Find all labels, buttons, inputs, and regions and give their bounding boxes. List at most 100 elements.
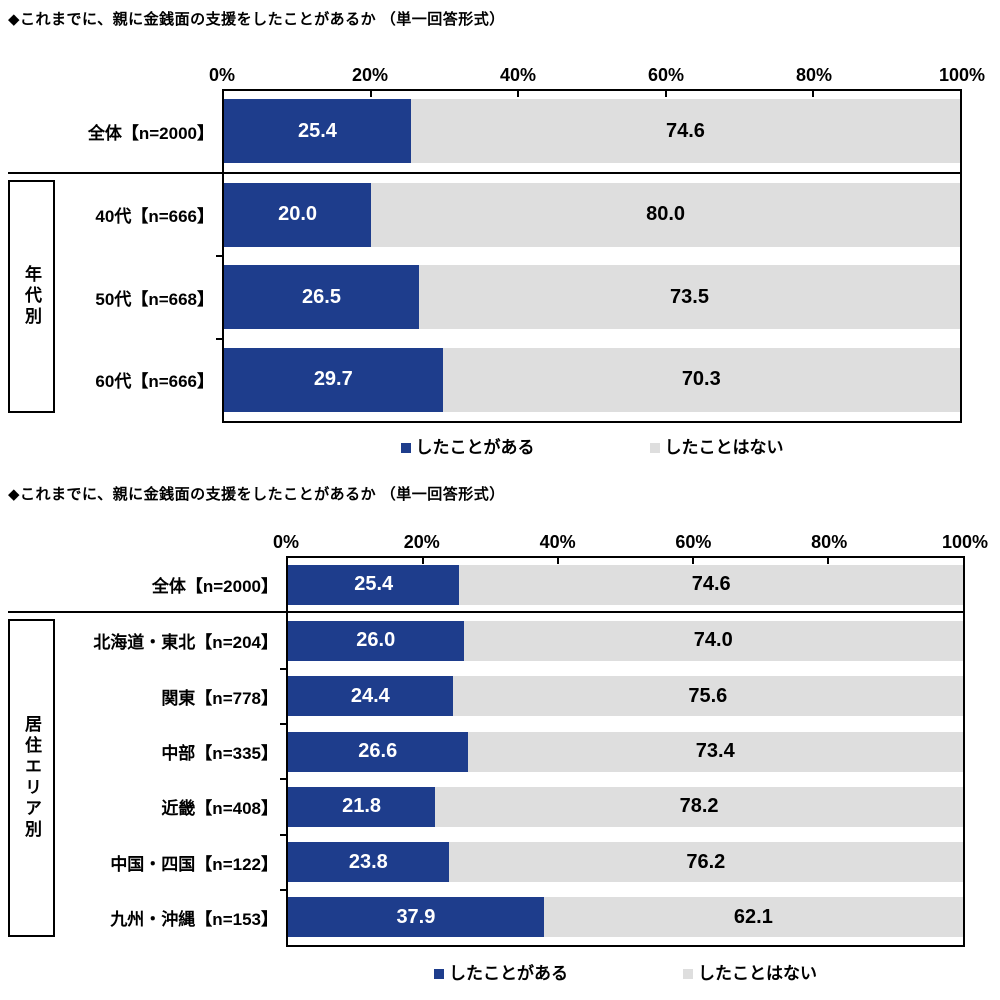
axis-tick-label: 100% (941, 532, 989, 552)
bar-segment-no: 78.2 (435, 786, 963, 827)
bar-row: 24.4 75.6 (288, 668, 963, 724)
bar-row: 26.0 74.0 (288, 613, 963, 669)
bar-segment-no: 75.6 (452, 676, 963, 717)
legend-label-yes: したことがある (449, 964, 568, 984)
axis-tick-label: 100% (938, 65, 986, 85)
row-label: 全体【n=2000】 (8, 558, 286, 614)
stacked-bar: 26.0 74.0 (288, 620, 963, 661)
bar-segment-no: 74.6 (459, 564, 963, 605)
group-box-region: 居住エリア別 (8, 619, 55, 938)
bar-segment-yes: 20.0 (224, 182, 372, 247)
row-label: 50代【n=668】 (95, 289, 214, 309)
stacked-bar: 26.6 73.4 (288, 731, 963, 772)
bar-segment-yes: 24.4 (288, 676, 453, 717)
chart-section-by-region: ◆これまでに、親に金銭面の支援をしたことがあるか （単一回答形式） 0% 20% 4… (8, 483, 1000, 987)
chart-body: 全体【n=2000】 北海道・東北【n=204】 関東【n=778】 中部【n=335… (8, 556, 1000, 948)
bar-row: 29.7 70.3 (224, 338, 960, 421)
bar-segment-yes: 25.4 (288, 564, 460, 605)
axis-tick-mark (692, 558, 694, 564)
legend-swatch-no (649, 443, 660, 453)
legend-item-no: したことはない (649, 435, 784, 461)
bar-segment-no: 62.1 (543, 897, 963, 938)
group-label: 年代別 (22, 264, 41, 328)
legend-swatch-yes (400, 443, 411, 453)
chart-title: ◆これまでに、親に金銭面の支援をしたことがあるか （単一回答形式） (8, 11, 505, 28)
stacked-bar: 24.4 75.6 (288, 676, 963, 717)
category-tick-mark (280, 888, 286, 891)
plot-area: 25.4 74.6 26.0 74.0 24.4 75.6 26.6 73.4 21.8 78.2… (280, 556, 965, 948)
bar-row: 25.4 74.6 (224, 91, 960, 174)
legend-swatch-no (683, 969, 693, 980)
axis-tick-label: 60% (675, 532, 712, 552)
bar-row: 20.0 80.0 (224, 173, 960, 256)
x-axis: 0% 20% 40% 60% 80% 100% (273, 507, 988, 556)
axis-tick-label: 0% (208, 65, 236, 85)
axis-tick-label: 60% (647, 65, 685, 85)
axis-tick-label: 40% (539, 532, 576, 552)
chart-body: 全体【n=2000】 40代【n=666】 50代【n=668】 60代【n=666】… (8, 89, 1000, 423)
category-tick-mark (280, 833, 286, 836)
axis-tick-label: 80% (811, 532, 848, 552)
chart-section-by-age: ◆これまでに、親に金銭面の支援をしたことがあるか （単一回答形式） 0% 20% 4… (8, 8, 1000, 461)
category-tick-mark (280, 722, 286, 725)
legend: したことがある したことはない (286, 961, 965, 987)
group-box-age: 年代別 (8, 179, 55, 413)
row-label: 関東【n=778】 (161, 688, 278, 708)
axis-tick-mark (664, 91, 667, 97)
stacked-bar: 25.4 74.6 (288, 564, 963, 605)
bar-row: 25.4 74.6 (288, 558, 963, 614)
category-tick-mark (280, 778, 286, 781)
row-label: 九州・沖縄【n=153】 (110, 909, 278, 929)
stacked-bar: 20.0 80.0 (224, 182, 960, 247)
axis-tick-label: 20% (403, 532, 440, 552)
axis-tick-label: 20% (351, 65, 389, 85)
chart-title: ◆これまでに、親に金銭面の支援をしたことがあるか （単一回答形式） (8, 486, 505, 503)
legend-item-no: したことはない (683, 961, 817, 987)
legend-item-yes: したことがある (400, 435, 535, 461)
legend: したことがある したことはない (222, 435, 962, 461)
axis-tick-mark (557, 558, 559, 564)
category-label-column: 全体【n=2000】 40代【n=666】 50代【n=668】 60代【n=666】 (8, 89, 222, 423)
bar-segment-yes: 25.4 (224, 99, 411, 164)
legend-label-yes: したことがある (415, 438, 535, 457)
category-tick-mark (216, 255, 222, 257)
bar-row: 21.8 78.2 (288, 779, 963, 835)
bar-row: 37.9 62.1 (288, 889, 963, 946)
stacked-bar: 21.8 78.2 (288, 786, 963, 827)
axis-tick-mark (517, 91, 520, 97)
bar-segment-no: 70.3 (442, 347, 960, 412)
category-label-column: 全体【n=2000】 北海道・東北【n=204】 関東【n=778】 中部【n=335… (8, 556, 286, 947)
plot-area: 25.4 74.6 20.0 80.0 26.5 73.5 29.7 70.3 (216, 89, 962, 423)
bar-segment-yes: 26.5 (224, 265, 420, 330)
group-label: 居住エリア別 (22, 715, 41, 842)
stacked-bar: 25.4 74.6 (224, 99, 960, 164)
bar-segment-no: 74.0 (463, 620, 963, 661)
bar-segment-no: 74.6 (410, 99, 960, 164)
stacked-bar: 29.7 70.3 (224, 347, 960, 412)
axis-tick-label: 80% (795, 65, 833, 85)
bar-row: 26.6 73.4 (288, 723, 963, 780)
bar-segment-yes: 29.7 (224, 347, 443, 412)
bar-segment-no: 73.5 (419, 265, 960, 330)
bar-segment-no: 80.0 (371, 182, 960, 247)
axis-tick-label: 40% (499, 65, 537, 85)
bar-segment-yes: 21.8 (288, 786, 436, 827)
legend-label-no: したことはない (664, 438, 784, 457)
row-label: 全体【n=2000】 (8, 91, 222, 174)
axis-tick-mark (370, 91, 373, 97)
row-label: 北海道・東北【n=204】 (93, 633, 278, 653)
bar-segment-yes: 26.6 (288, 731, 468, 772)
category-tick-mark (216, 337, 222, 340)
legend-label-no: したことはない (698, 964, 817, 984)
axis-tick-mark (827, 558, 829, 564)
stacked-bar: 26.5 73.5 (224, 265, 960, 330)
bar-segment-yes: 37.9 (288, 897, 544, 938)
stacked-bar: 37.9 62.1 (288, 897, 963, 938)
legend-item-yes: したことがある (434, 961, 568, 987)
category-tick-mark (280, 667, 286, 670)
bar-segment-yes: 26.0 (288, 620, 464, 661)
bar-segment-no: 76.2 (448, 842, 963, 883)
row-label: 60代【n=666】 (95, 372, 214, 392)
axis-tick-label: 0% (272, 532, 300, 552)
bar-row: 26.5 73.5 (224, 256, 960, 339)
